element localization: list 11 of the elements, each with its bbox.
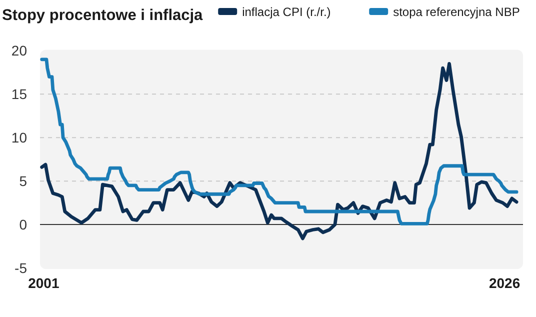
y-tick-label: 0 <box>19 216 28 233</box>
legend-label: inflacja CPI (r./r.) <box>242 5 331 19</box>
chart-title: Stopy procentowe i inflacja <box>2 7 204 24</box>
y-tick-label: 15 <box>11 86 28 102</box>
x-tick-label: 2001 <box>28 275 60 291</box>
y-tick-label: 20 <box>11 42 28 59</box>
y-tick-label: -5 <box>14 260 28 276</box>
y-tick-label: 10 <box>11 130 28 146</box>
legend-label: stopa referencyjna NBP <box>393 5 520 19</box>
x-tick-label: 2026 <box>488 275 520 291</box>
y-tick-label: 5 <box>19 173 28 190</box>
